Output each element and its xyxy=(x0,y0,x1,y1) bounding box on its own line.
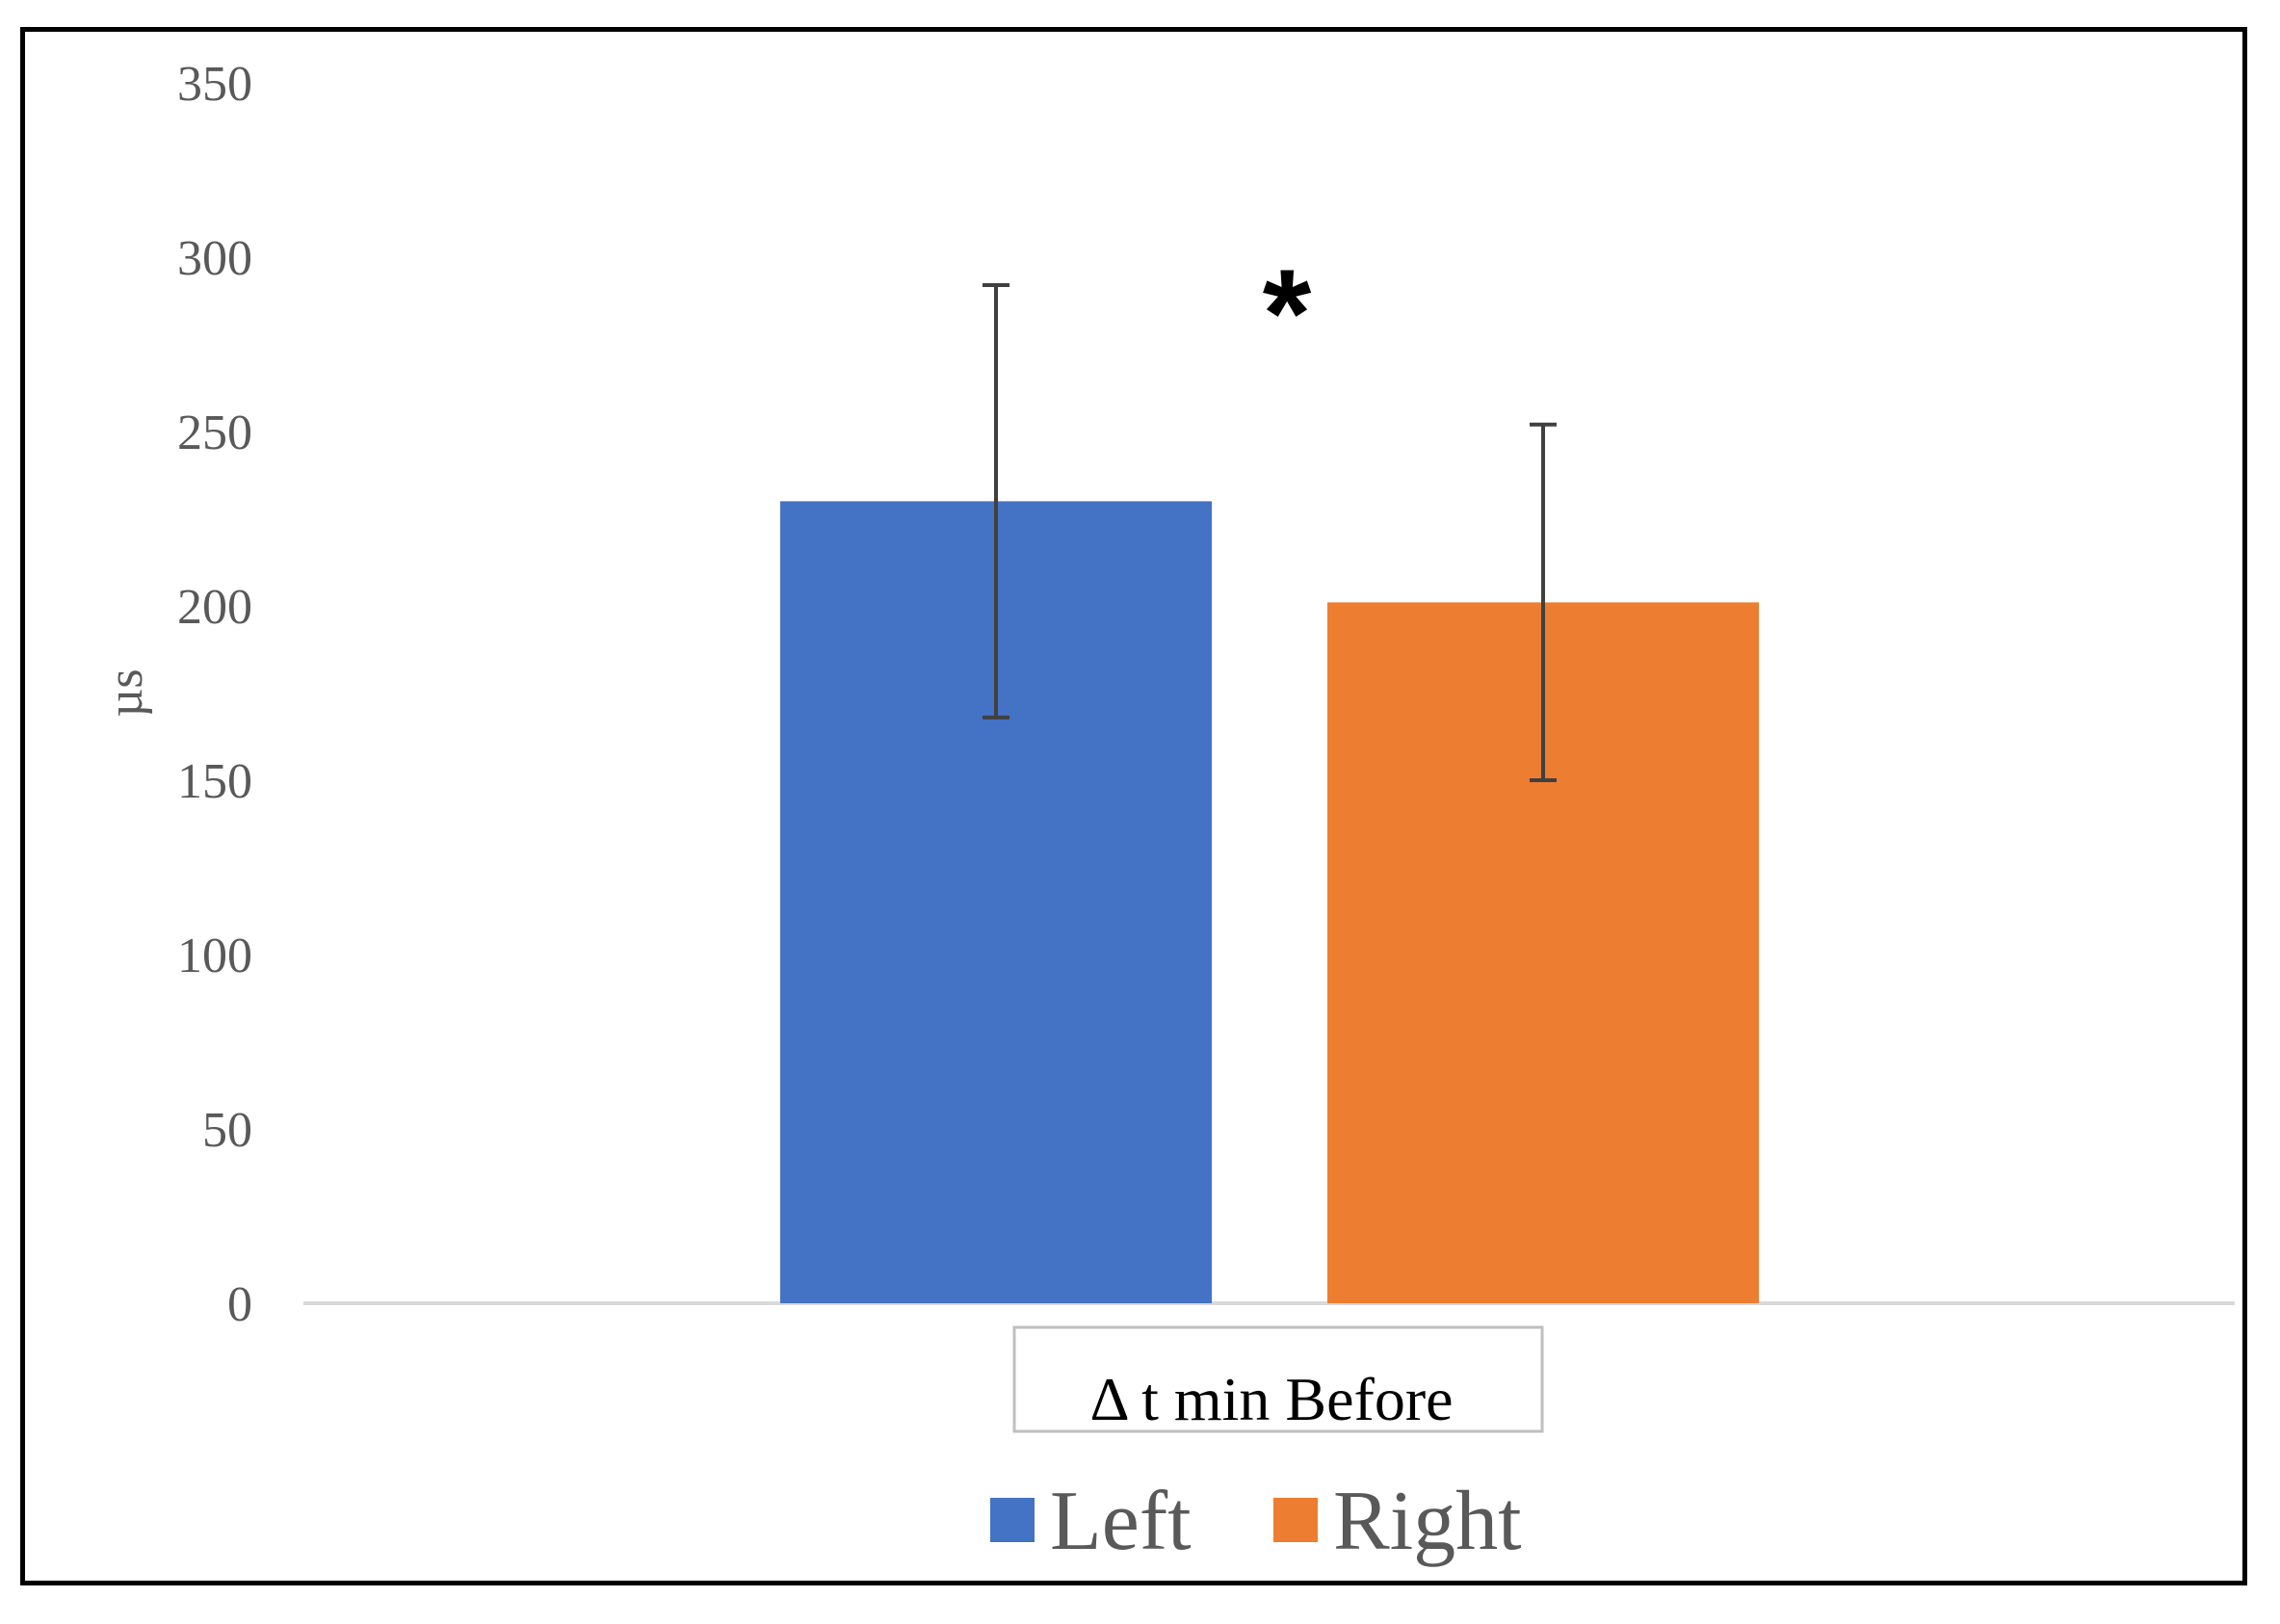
legend-label: Left xyxy=(1050,1475,1192,1568)
legend-swatch xyxy=(1273,1498,1318,1542)
y-tick-label: 350 xyxy=(177,57,252,112)
y-tick-label: 250 xyxy=(177,406,252,460)
y-axis-label: µs xyxy=(98,668,153,717)
y-tick-label: 200 xyxy=(177,580,252,635)
category-label-box xyxy=(1012,1325,1544,1433)
legend-label: Right xyxy=(1333,1475,1522,1568)
y-tick-label: 150 xyxy=(177,754,252,809)
legend: Left Right xyxy=(990,1475,1522,1568)
error-bar-right xyxy=(1530,422,1557,782)
bars-group xyxy=(780,501,1759,1303)
legend-item-right: Right xyxy=(1273,1475,1522,1568)
error-bars-group xyxy=(983,282,1557,782)
y-tick-label: 0 xyxy=(227,1277,252,1332)
legend-swatch xyxy=(990,1498,1035,1542)
error-bar-left xyxy=(983,282,1009,720)
significance-asterisk: * xyxy=(1263,243,1312,383)
y-tick-label: 100 xyxy=(177,929,252,983)
category-label: Δ t min Before xyxy=(1089,1365,1453,1433)
y-tick-label: 300 xyxy=(177,231,252,286)
legend-item-left: Left xyxy=(990,1475,1192,1568)
y-axis-ticks: 0 50 100 150 200 250 300 350 xyxy=(177,57,252,1332)
y-tick-label: 50 xyxy=(202,1103,252,1158)
